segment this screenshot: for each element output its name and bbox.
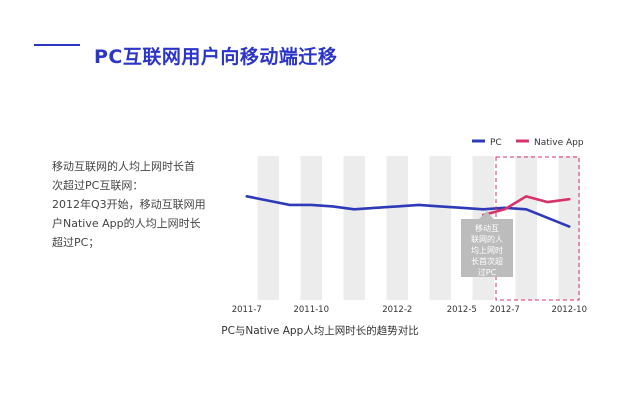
pc-data-point <box>460 207 463 209</box>
pc-data-point <box>331 205 334 208</box>
chart-band <box>558 156 580 300</box>
native-app-data-point <box>546 201 549 203</box>
chart-series <box>245 195 571 228</box>
annotation-text-line: 长首次超 <box>471 256 503 266</box>
chart-bands <box>257 156 580 300</box>
chart-band <box>515 156 537 300</box>
chart-band <box>300 156 322 300</box>
annotation-pointer <box>479 211 493 219</box>
x-tick-label: 2012-10 <box>551 305 587 315</box>
chart-band <box>429 156 451 300</box>
legend: PC Native App <box>472 138 584 148</box>
legend-native-label: Native App <box>534 138 584 148</box>
description-line: 2012年Q3开始，移动互联网用 <box>52 198 206 211</box>
pc-data-point <box>374 207 377 209</box>
chart-band <box>343 156 365 300</box>
x-tick-label: 2012-2 <box>382 305 412 315</box>
annotation-text-line: 均上网时 <box>471 245 503 255</box>
pc-data-point <box>439 205 442 208</box>
native-app-data-point <box>503 208 506 211</box>
description-line: 超过PC； <box>52 236 100 249</box>
title-accent-rule <box>34 44 80 46</box>
pc-data-point <box>482 208 485 211</box>
description-text: 移动互联网的人均上网时长首 次超过PC互联网： 2012年Q3开始，移动互联网用… <box>52 157 222 252</box>
annotation-text-line: 联网的人 <box>471 234 503 244</box>
x-tick-label: 2011-7 <box>232 305 262 315</box>
pc-data-point <box>525 208 528 211</box>
chart-band <box>257 156 279 300</box>
pc-data-point <box>546 217 549 219</box>
annotation-box <box>461 219 513 277</box>
pc-data-point <box>310 204 313 206</box>
description-line: 次超过PC互联网： <box>52 179 144 192</box>
chart-band <box>386 156 408 300</box>
x-tick-label: 2012-5 <box>447 305 477 315</box>
legend-pc-label: PC <box>490 138 502 148</box>
pc-data-point <box>568 225 571 228</box>
description-line: 户Native App的人均上网时长 <box>52 217 201 230</box>
native-app-data-point <box>568 198 571 200</box>
pc-data-point <box>417 204 420 206</box>
pc-data-point <box>353 208 356 211</box>
x-axis: 2011-7 2011-10 2012-2 2012-5 2012-7 2012-10 <box>232 305 587 315</box>
chart-caption: PC与Native App人均上网时长的趋势对比 <box>221 325 419 337</box>
pc-data-point <box>396 205 399 208</box>
pc-data-point <box>245 195 248 198</box>
series-pc-line <box>245 195 571 228</box>
pc-data-point <box>288 204 291 206</box>
page-title: PC互联网用户向移动端迁移 <box>94 46 338 68</box>
x-tick-label: 2011-10 <box>293 305 329 315</box>
pc-data-point <box>267 199 270 202</box>
annotation-text-line: 移动互 <box>475 223 499 233</box>
x-tick-label: 2012-7 <box>490 305 520 315</box>
description-line: 移动互联网的人均上网时长首 <box>52 160 195 173</box>
native-app-data-point <box>525 195 528 198</box>
annotation-text-line: 过PC <box>478 267 497 277</box>
